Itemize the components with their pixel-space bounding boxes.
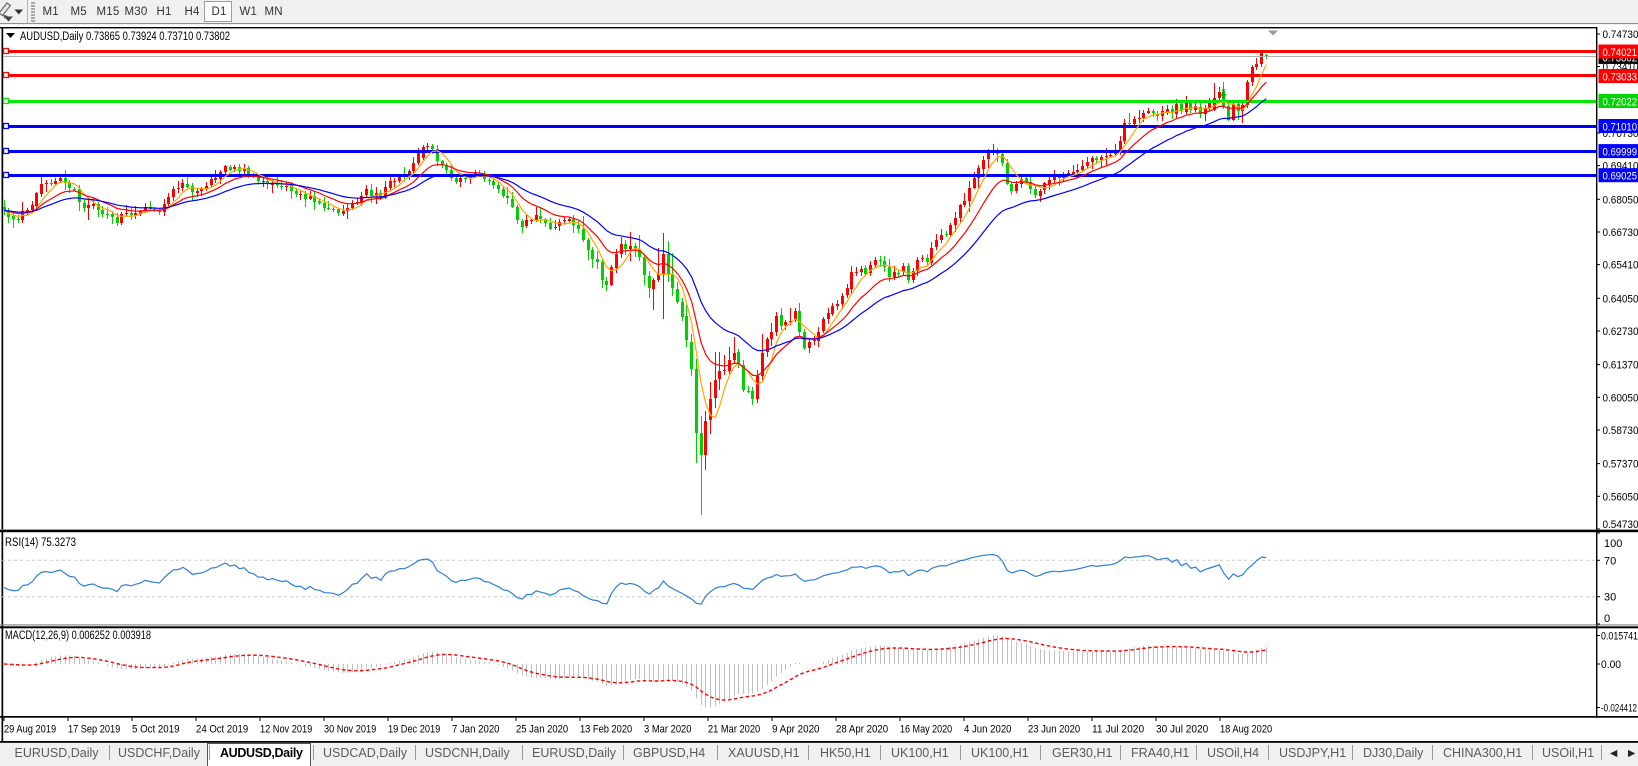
svg-text:0.61370: 0.61370 [1603, 360, 1638, 372]
svg-text:11 Jul 2020: 11 Jul 2020 [1092, 724, 1144, 736]
svg-text:4 Jun 2020: 4 Jun 2020 [964, 724, 1012, 736]
svg-text:0.73033: 0.73033 [1603, 72, 1638, 84]
svg-text:7 Jan 2020: 7 Jan 2020 [452, 724, 500, 736]
svg-text:30 Nov 2019: 30 Nov 2019 [324, 724, 376, 736]
svg-text:29 Aug 2019: 29 Aug 2019 [4, 724, 56, 736]
svg-text:9 Apr 2020: 9 Apr 2020 [772, 724, 820, 736]
svg-text:30: 30 [1604, 592, 1616, 604]
svg-text:0.72022: 0.72022 [1603, 97, 1638, 109]
svg-text:23 Jun 2020: 23 Jun 2020 [1028, 724, 1080, 736]
svg-text:0.69025: 0.69025 [1603, 171, 1638, 183]
svg-text:17 Sep 2019: 17 Sep 2019 [68, 724, 120, 736]
svg-text:0.00: 0.00 [1601, 659, 1621, 671]
svg-text:0: 0 [1604, 613, 1610, 625]
svg-text:0.74021: 0.74021 [1603, 47, 1638, 59]
svg-text:0.62730: 0.62730 [1603, 326, 1638, 338]
svg-text:13 Feb 2020: 13 Feb 2020 [580, 724, 632, 736]
svg-text:70: 70 [1604, 555, 1616, 567]
svg-text:3 Mar 2020: 3 Mar 2020 [644, 724, 692, 736]
svg-text:0.69999: 0.69999 [1603, 147, 1638, 159]
svg-text:0.68050: 0.68050 [1603, 194, 1638, 206]
svg-text:RSI(14) 75.3273: RSI(14) 75.3273 [5, 537, 76, 549]
svg-text:12 Nov 2019: 12 Nov 2019 [260, 724, 312, 736]
svg-text:0.54730: 0.54730 [1603, 519, 1638, 531]
svg-text:0.66730: 0.66730 [1603, 227, 1638, 239]
svg-text:28 Apr 2020: 28 Apr 2020 [836, 724, 888, 736]
svg-text:0.65410: 0.65410 [1603, 260, 1638, 272]
svg-text:25 Jan 2020: 25 Jan 2020 [516, 724, 568, 736]
svg-text:-0.024412: -0.024412 [1601, 703, 1637, 715]
svg-text:0.74730: 0.74730 [1603, 29, 1638, 41]
svg-text:0.57370: 0.57370 [1603, 459, 1638, 471]
svg-text:19 Dec 2019: 19 Dec 2019 [388, 724, 440, 736]
svg-text:18 Aug 2020: 18 Aug 2020 [1220, 724, 1272, 736]
svg-text:21 Mar 2020: 21 Mar 2020 [708, 724, 760, 736]
svg-text:16 May 2020: 16 May 2020 [900, 724, 952, 736]
svg-text:5 Oct 2019: 5 Oct 2019 [132, 724, 180, 736]
svg-text:0.71010: 0.71010 [1603, 122, 1638, 134]
svg-text:0.64050: 0.64050 [1603, 293, 1638, 305]
svg-text:0.56050: 0.56050 [1603, 491, 1638, 503]
svg-text:100: 100 [1604, 538, 1622, 550]
svg-text:24 Oct 2019: 24 Oct 2019 [196, 724, 248, 736]
svg-text:0.60050: 0.60050 [1603, 392, 1638, 404]
svg-text:MACD(12,26,9) 0.006252 0.00391: MACD(12,26,9) 0.006252 0.003918 [5, 630, 151, 642]
svg-text:AUDUSD,Daily 0.73865 0.73924: AUDUSD,Daily 0.73865 0.73924 0.73710 0.7… [20, 31, 230, 43]
svg-text:0.015741: 0.015741 [1601, 631, 1638, 643]
svg-text:0.58730: 0.58730 [1603, 425, 1638, 437]
svg-text:30 Jul 2020: 30 Jul 2020 [1156, 724, 1208, 736]
